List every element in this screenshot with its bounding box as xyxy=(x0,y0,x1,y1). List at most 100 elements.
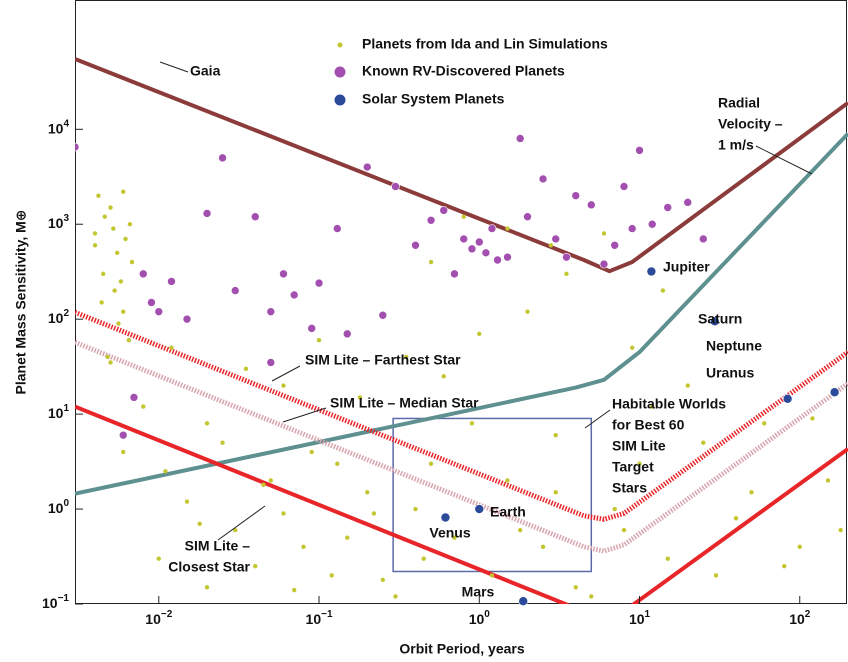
x-tick-label: 100 xyxy=(469,609,491,627)
data-point xyxy=(243,366,249,372)
habitable-box xyxy=(392,417,593,573)
data-point xyxy=(540,544,546,550)
data-point xyxy=(111,226,116,231)
data-point xyxy=(289,290,299,300)
data-point xyxy=(467,244,477,254)
data-point xyxy=(141,404,146,409)
data-point xyxy=(838,527,843,533)
annotation: Habitable Worlds xyxy=(612,396,726,412)
curve xyxy=(75,404,848,604)
data-point xyxy=(797,544,802,550)
x-tick-label: 102 xyxy=(789,609,811,627)
data-point xyxy=(261,482,266,488)
data-point xyxy=(233,527,238,533)
annotation: SIM Lite xyxy=(612,438,666,454)
annotation: 1 m/s xyxy=(718,137,754,153)
data-point xyxy=(102,214,107,219)
data-point xyxy=(481,248,491,258)
legend-label: Known RV-Discovered Planets xyxy=(362,63,565,79)
planet-label: Mars xyxy=(462,584,495,600)
annotation: SIM Lite – xyxy=(185,538,251,554)
data-point xyxy=(489,573,495,578)
annotation: Closest Star xyxy=(168,559,250,575)
data-point xyxy=(281,511,286,516)
data-point xyxy=(169,345,174,350)
data-point xyxy=(279,269,288,279)
data-point xyxy=(204,585,210,590)
data-point xyxy=(685,383,690,388)
data-point xyxy=(342,329,352,339)
data-point xyxy=(268,478,273,483)
curve xyxy=(75,339,848,554)
data-point xyxy=(101,271,106,277)
leader-line xyxy=(755,145,813,175)
data-point xyxy=(167,277,176,286)
x-tick-label: 10−1 xyxy=(306,609,333,627)
annotation: SIM Lite – Median Star xyxy=(330,395,479,411)
data-point xyxy=(163,469,168,474)
data-point xyxy=(637,461,642,466)
data-point xyxy=(663,203,673,212)
data-point xyxy=(92,231,98,236)
planet-label: Saturn xyxy=(698,311,742,327)
data-point xyxy=(371,511,377,516)
annotation: Stars xyxy=(612,480,647,496)
data-point xyxy=(440,512,451,523)
data-point xyxy=(316,338,322,343)
x-tick-label: 10−2 xyxy=(145,609,172,627)
data-point xyxy=(116,321,121,326)
data-point xyxy=(428,461,434,466)
data-point xyxy=(660,288,666,293)
data-point xyxy=(345,535,350,540)
data-point xyxy=(105,354,110,360)
data-point xyxy=(357,395,363,400)
data-point xyxy=(610,240,619,250)
data-point xyxy=(474,504,485,514)
y-tick-label: 101 xyxy=(48,403,70,421)
data-point xyxy=(701,440,706,445)
legend-label: Planets from Ida and Lin Simulations xyxy=(362,36,608,52)
data-point xyxy=(393,594,398,599)
data-point xyxy=(121,449,126,455)
data-point xyxy=(564,271,569,277)
data-point xyxy=(469,421,475,426)
data-point xyxy=(586,200,596,210)
legend-marker xyxy=(334,66,346,78)
data-point xyxy=(515,134,525,143)
planet-label: Jupiter xyxy=(663,259,710,275)
data-point xyxy=(505,226,510,231)
data-point xyxy=(253,564,258,569)
data-point xyxy=(421,556,426,561)
data-point xyxy=(197,521,202,526)
data-point xyxy=(589,594,594,599)
annotation: SIM Lite – Farthest Star xyxy=(305,352,461,368)
leader-line xyxy=(159,61,189,73)
data-point xyxy=(523,212,532,222)
annotation: Target xyxy=(612,459,654,475)
data-point xyxy=(307,324,316,333)
data-point xyxy=(266,307,276,316)
data-point xyxy=(647,219,657,229)
data-point xyxy=(683,198,693,207)
data-point xyxy=(749,490,754,495)
y-tick-label: 103 xyxy=(48,213,70,231)
data-point xyxy=(99,300,104,305)
data-point xyxy=(612,506,617,512)
legend-label: Solar System Planets xyxy=(362,91,505,107)
data-point xyxy=(518,596,529,607)
data-point xyxy=(713,573,719,578)
data-point xyxy=(665,556,670,561)
data-point xyxy=(404,354,409,360)
data-point xyxy=(441,374,446,379)
data-point xyxy=(452,535,457,540)
data-point xyxy=(362,162,372,172)
leader-line xyxy=(271,365,301,382)
data-point xyxy=(184,499,190,504)
data-point xyxy=(525,309,530,314)
data-point xyxy=(538,174,548,184)
y-axis-title: Planet Mass Sensitivity, M⊕ xyxy=(13,210,29,395)
data-point xyxy=(281,383,286,388)
data-point xyxy=(147,298,156,307)
data-point xyxy=(154,307,164,316)
